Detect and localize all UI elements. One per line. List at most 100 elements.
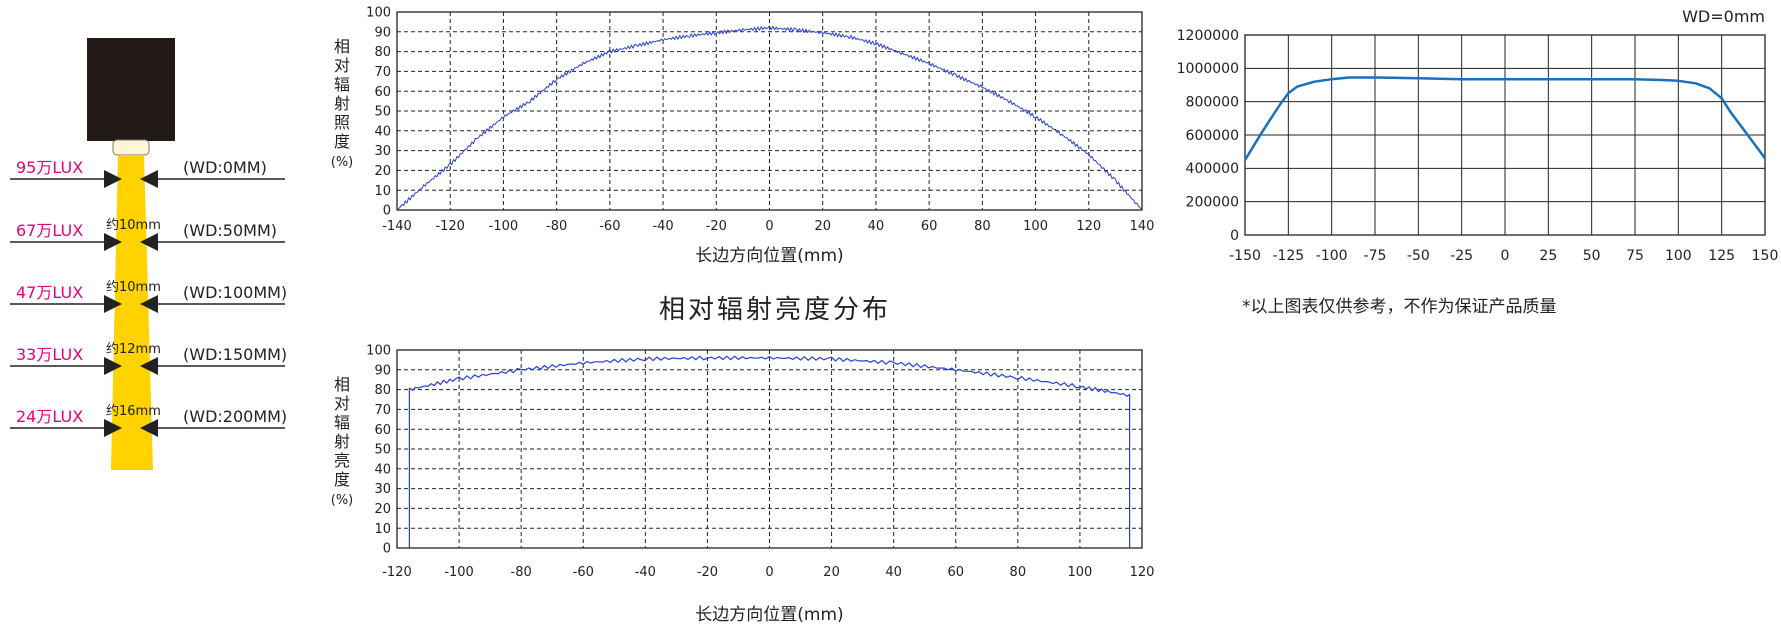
distance-row: 67万LUX (WD:50MM) 约10mm bbox=[10, 218, 285, 251]
x-tick-label: 20 bbox=[814, 219, 831, 234]
arrow-left-icon bbox=[140, 170, 158, 188]
x-tick-label: -40 bbox=[652, 219, 673, 234]
y-tick-label: 40 bbox=[374, 462, 391, 477]
arrow-right-icon bbox=[104, 357, 122, 375]
wd-distance-label: (WD:50MM) bbox=[183, 221, 277, 240]
y-tick-label: 20 bbox=[374, 502, 391, 517]
x-tick-label: -60 bbox=[599, 219, 620, 234]
x-tick-label: -120 bbox=[382, 565, 412, 580]
x-tick-label: -80 bbox=[511, 565, 532, 580]
y-tick-label: 70 bbox=[374, 403, 391, 418]
x-tick-label: 100 bbox=[1023, 219, 1048, 234]
distance-row: 95万LUX (WD:0MM) bbox=[10, 158, 285, 188]
x-tick-label: -100 bbox=[444, 565, 474, 580]
x-axis-label: 长边方向位置(mm) bbox=[695, 605, 843, 625]
y-tick-label: 0 bbox=[383, 204, 391, 219]
x-tick-label: 25 bbox=[1539, 248, 1557, 264]
series-line bbox=[408, 355, 1131, 548]
x-tick-label: -50 bbox=[1407, 248, 1430, 264]
x-tick-label: 20 bbox=[823, 565, 840, 580]
y-tick-label: 400000 bbox=[1186, 161, 1239, 177]
x-tick-label: -40 bbox=[635, 565, 656, 580]
x-tick-label: 50 bbox=[1583, 248, 1601, 264]
y-tick-label: 40 bbox=[374, 124, 391, 139]
x-tick-label: 125 bbox=[1708, 248, 1735, 264]
x-axis-label: 长边方向位置(mm) bbox=[695, 246, 843, 266]
lux-label: 47万LUX bbox=[16, 283, 83, 302]
x-tick-label: 0 bbox=[765, 565, 773, 580]
y-tick-label: 80 bbox=[374, 383, 391, 398]
x-tick-label: 120 bbox=[1130, 565, 1155, 580]
x-tick-label: -125 bbox=[1272, 248, 1304, 264]
disclaimer-note: *以上图表仅供参考，不作为保证产品质量 bbox=[1242, 297, 1557, 317]
y-tick-label: 90 bbox=[374, 25, 391, 40]
y-tick-label: 60 bbox=[374, 423, 391, 438]
y-axis-label: 相对辐射照度(%) bbox=[331, 37, 354, 170]
arrow-left-icon bbox=[140, 233, 158, 251]
x-tick-label: -25 bbox=[1450, 248, 1473, 264]
x-tick-label: -80 bbox=[546, 219, 567, 234]
y-tick-label: 0 bbox=[383, 542, 391, 557]
beam-width-label: 约10mm bbox=[106, 218, 161, 233]
x-tick-label: -75 bbox=[1364, 248, 1387, 264]
x-tick-label: 0 bbox=[1501, 248, 1510, 264]
x-tick-label: 120 bbox=[1076, 219, 1101, 234]
x-tick-label: -100 bbox=[489, 219, 519, 234]
x-tick-label: 60 bbox=[947, 565, 964, 580]
beam-width-label: 约10mm bbox=[106, 280, 161, 295]
lux-label: 67万LUX bbox=[16, 221, 83, 240]
distance-row: 47万LUX (WD:100MM) 约10mm bbox=[10, 280, 287, 313]
light-beam bbox=[111, 155, 153, 470]
arrow-left-icon bbox=[140, 357, 158, 375]
lux-label: 95万LUX bbox=[16, 158, 83, 177]
x-tick-label: 100 bbox=[1068, 565, 1093, 580]
light-lens bbox=[112, 139, 150, 156]
x-tick-label: 100 bbox=[1665, 248, 1692, 264]
y-axis-label: 相对辐射亮度(%) bbox=[331, 375, 354, 508]
x-tick-label: 80 bbox=[974, 219, 991, 234]
y-tick-label: 50 bbox=[374, 443, 391, 458]
x-tick-label: 60 bbox=[921, 219, 938, 234]
distance-row: 33万LUX (WD:150MM) 约12mm bbox=[10, 342, 287, 375]
arrow-right-icon bbox=[104, 295, 122, 313]
arrow-left-icon bbox=[140, 419, 158, 437]
y-tick-label: 100 bbox=[366, 6, 391, 21]
radiance-distribution-title: 相对辐射亮度分布 bbox=[659, 295, 891, 325]
y-tick-label: 70 bbox=[374, 65, 391, 80]
plot-frame bbox=[1244, 34, 1766, 236]
y-tick-label: 10 bbox=[374, 522, 391, 537]
y-tick-label: 50 bbox=[374, 105, 391, 120]
y-tick-label: 90 bbox=[374, 363, 391, 378]
y-tick-label: 10 bbox=[374, 184, 391, 199]
lux-label: 33万LUX bbox=[16, 345, 83, 364]
y-tick-label: 1200000 bbox=[1177, 28, 1239, 44]
x-tick-label: 140 bbox=[1130, 219, 1155, 234]
arrow-left-icon bbox=[140, 295, 158, 313]
x-tick-label: -60 bbox=[573, 565, 594, 580]
y-tick-label: 30 bbox=[374, 144, 391, 159]
series-line bbox=[1243, 76, 1767, 161]
wd-distance-label: (WD:150MM) bbox=[183, 345, 287, 364]
y-tick-label: 100 bbox=[366, 344, 391, 359]
light-source-diagram: 95万LUX (WD:0MM)67万LUX (WD:50MM)约10mm47万LUX… bbox=[10, 38, 287, 470]
x-tick-label: -100 bbox=[1316, 248, 1348, 264]
radiance-chart: -120 -100 -80 -60 -40 -20 0 20 40 60 80 100 120 0 10 20… bbox=[331, 344, 1155, 625]
y-tick-label: 30 bbox=[374, 482, 391, 497]
wd-distance-label: (WD:100MM) bbox=[183, 283, 287, 302]
x-tick-label: 80 bbox=[1010, 565, 1027, 580]
plot-frame bbox=[396, 349, 1143, 549]
x-tick-label: -150 bbox=[1229, 248, 1261, 264]
light-housing bbox=[87, 38, 175, 141]
y-tick-label: 1000000 bbox=[1177, 61, 1239, 77]
x-tick-label: 0 bbox=[765, 219, 773, 234]
x-tick-label: 75 bbox=[1626, 248, 1644, 264]
x-tick-label: -20 bbox=[697, 565, 718, 580]
wd-distance-label: (WD:0MM) bbox=[183, 158, 267, 177]
x-tick-label: 40 bbox=[868, 219, 885, 234]
wd-distance-label: (WD:200MM) bbox=[183, 407, 287, 426]
irradiance-chart: -140 -120 -100 -80 -60 -40 -20 0 20 40 60 80 100 120 1… bbox=[331, 6, 1155, 266]
y-tick-label: 60 bbox=[374, 85, 391, 100]
x-tick-label: -20 bbox=[706, 219, 727, 234]
beam-width-label: 约16mm bbox=[106, 404, 161, 419]
